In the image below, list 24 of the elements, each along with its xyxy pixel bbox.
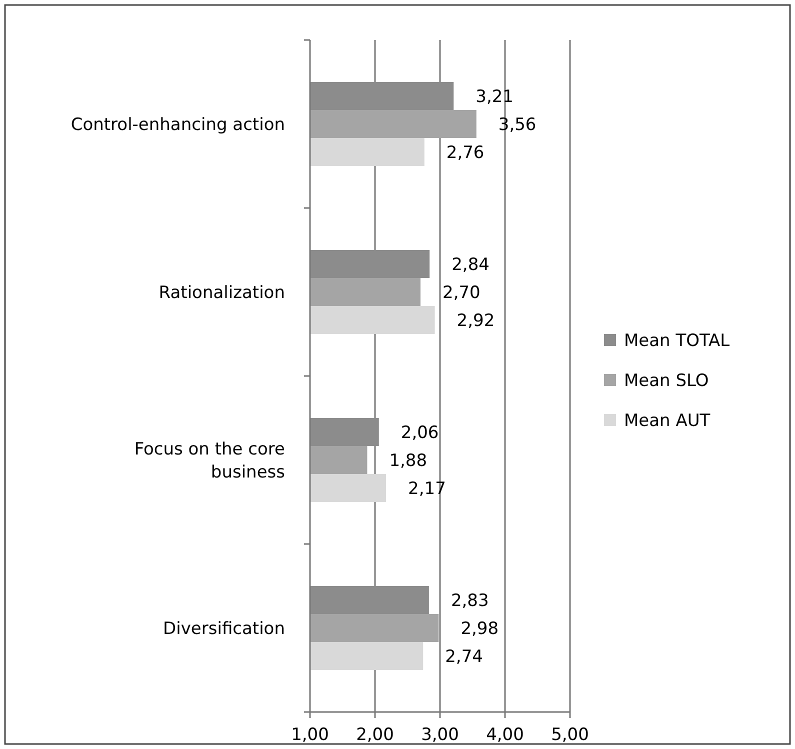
- data-label: 2,17: [408, 478, 446, 499]
- legend-label: Mean SLO: [624, 370, 709, 391]
- x-tick-label: 5,00: [551, 725, 589, 745]
- y-tick-label: Diversification: [163, 618, 285, 639]
- data-label: 2,76: [446, 142, 484, 163]
- x-tick-label: 1,00: [291, 725, 329, 745]
- legend-label: Mean TOTAL: [624, 330, 730, 351]
- y-tick-label: Focus on the core business: [134, 439, 286, 482]
- data-label: 1,88: [389, 450, 428, 471]
- data-label: 2,84: [452, 254, 490, 275]
- x-tick-label: 3,00: [421, 725, 459, 745]
- data-label: 3,21: [476, 86, 514, 107]
- data-label: 2,98: [460, 618, 499, 639]
- data-label: 2,74: [445, 646, 483, 667]
- data-label: 2,70: [442, 282, 480, 303]
- y-tick-label: Rationalization: [158, 282, 285, 303]
- y-tick-label: Control-enhancing action: [70, 114, 285, 135]
- x-tick-label: 2,00: [356, 725, 394, 745]
- legend-label: Mean AUT: [624, 410, 711, 431]
- data-label: 3,56: [498, 114, 536, 135]
- data-label: 2,06: [400, 422, 439, 443]
- data-label: 2,83: [450, 590, 489, 611]
- data-label: 2,92: [456, 310, 495, 331]
- x-tick-label: 4,00: [486, 725, 524, 745]
